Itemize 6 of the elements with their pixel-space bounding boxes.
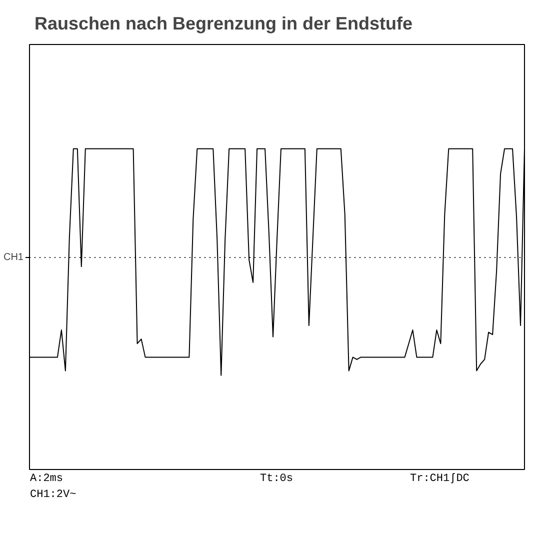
chart-title: Rauschen nach Begrenzung in der Endstufe	[34, 14, 413, 34]
text: Tt:0s	[260, 472, 294, 487]
text: CH1:2V~	[30, 488, 76, 503]
text: A:2ms	[30, 472, 64, 487]
ref-line-label: CH1	[3, 252, 24, 263]
text: Tr:CH1ʃDC	[410, 472, 470, 487]
